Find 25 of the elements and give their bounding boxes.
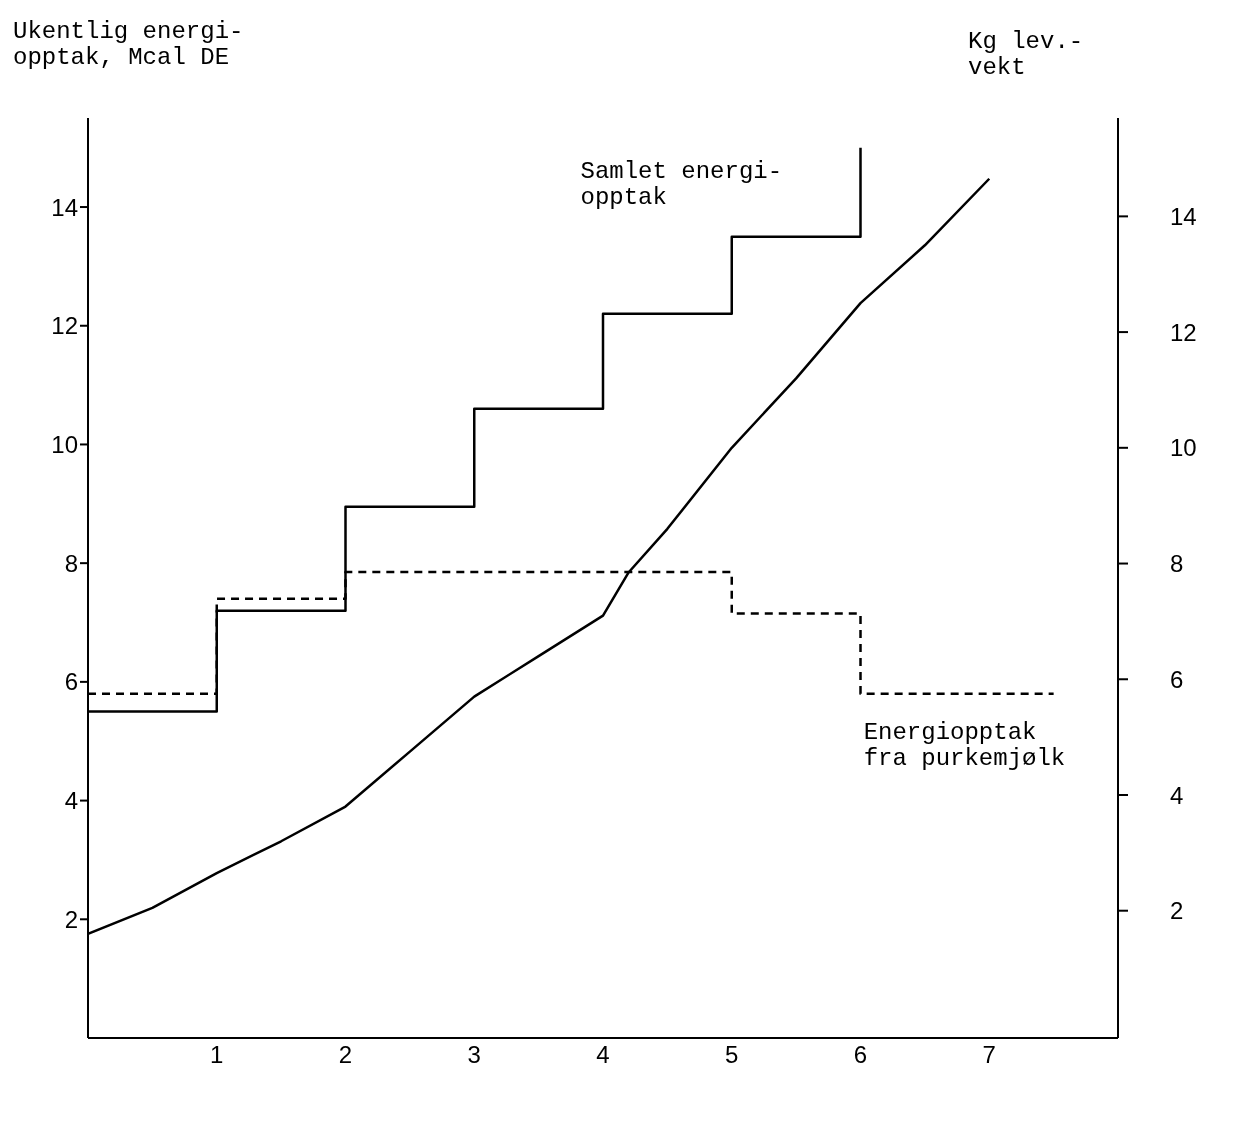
- x-tick-label: 2: [338, 1041, 353, 1069]
- y-tick-label: 4: [64, 787, 78, 815]
- y-tick-label: 6: [64, 668, 78, 696]
- y-tick-label: 2: [64, 905, 78, 933]
- y-tick-label: 14: [51, 193, 78, 221]
- y2-tick-label: 2: [1170, 897, 1184, 925]
- y2-tick-label: 14: [1170, 202, 1197, 230]
- x-tick-label: 6: [853, 1041, 868, 1069]
- y-tick-label: 12: [51, 312, 78, 340]
- y-tick-label: 10: [51, 430, 78, 458]
- series-label: Samlet energi- opptak: [580, 157, 783, 211]
- y2-tick-label: 8: [1170, 550, 1184, 578]
- y2-tick-label: 4: [1170, 781, 1184, 809]
- y2-tick-label: 12: [1170, 318, 1197, 346]
- series-label: Energiopptak fra purkemjølk: [863, 718, 1066, 772]
- x-tick-label: 1: [210, 1041, 224, 1069]
- y2-tick-label: 6: [1170, 665, 1184, 693]
- x-tick-label: 4: [596, 1041, 610, 1069]
- y2-axis-title: Kg lev.- vekt: [968, 28, 1084, 81]
- y2-tick-label: 10: [1170, 434, 1197, 462]
- y-tick-label: 8: [64, 549, 78, 577]
- y-axis-title: Ukentlig energi- opptak, Mcal DE: [13, 18, 244, 71]
- x-tick-label: 3: [467, 1041, 481, 1069]
- x-tick-label: 5: [725, 1041, 739, 1069]
- x-tick-label: 7: [982, 1041, 996, 1069]
